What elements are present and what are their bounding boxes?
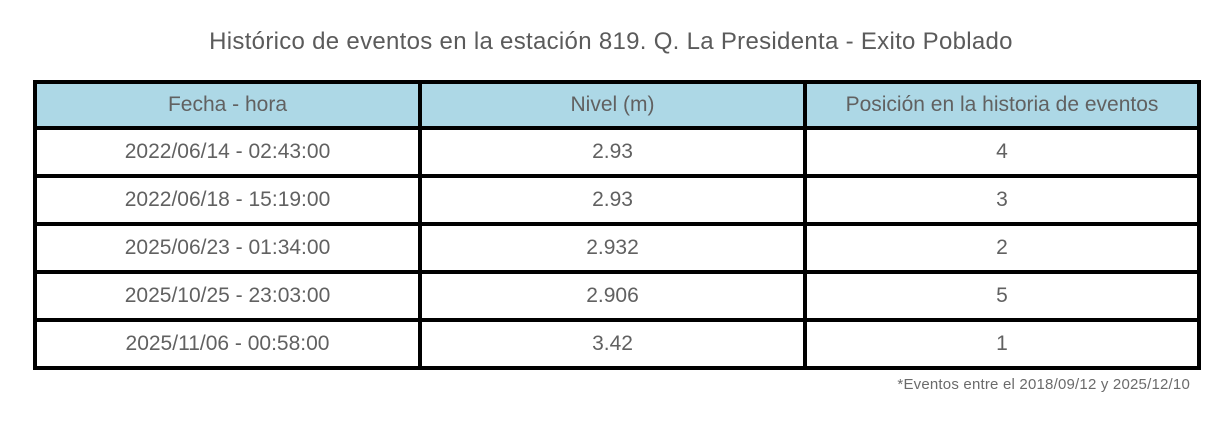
table-cell: 2 [803,222,1201,274]
table-cell: 5 [803,270,1201,322]
table-cell: 3.42 [418,318,807,370]
table-cell: 2.932 [418,222,807,274]
table-row: 2025/10/25 - 23:03:00 2.906 5 [33,270,1201,322]
table-cell: 4 [803,126,1201,178]
table-row: 2022/06/18 - 15:19:00 2.93 3 [33,174,1201,226]
table-body: 2022/06/14 - 02:43:00 2.93 4 2022/06/18 - 1… [33,126,1201,370]
table-cell: 1 [803,318,1201,370]
events-range-footnote: *Eventos entre el 2018/09/12 y 2025/12/1… [897,376,1190,393]
table-cell: 2.93 [418,126,807,178]
events-table: Fecha - hora Nivel (m) Posición en la hist… [33,80,1201,370]
table-cell: 2.906 [418,270,807,322]
table-cell: 2025/11/06 - 00:58:00 [33,318,422,370]
column-header: Posición en la historia de eventos [803,80,1201,130]
table-cell: 2022/06/14 - 02:43:00 [33,126,422,178]
table-cell: 3 [803,174,1201,226]
column-header: Nivel (m) [418,80,807,130]
table-cell: 2022/06/18 - 15:19:00 [33,174,422,226]
table-cell: 2.93 [418,174,807,226]
table-row: 2025/06/23 - 01:34:00 2.932 2 [33,222,1201,274]
header-row: Fecha - hora Nivel (m) Posición en la hist… [33,80,1201,130]
page-title: Histórico de eventos en la estación 819.… [209,28,1013,55]
table-header: Fecha - hora Nivel (m) Posición en la hist… [33,80,1201,130]
table-row: 2025/11/06 - 00:58:00 3.42 1 [33,318,1201,370]
table-cell: 2025/10/25 - 23:03:00 [33,270,422,322]
table-cell: 2025/06/23 - 01:34:00 [33,222,422,274]
table-row: 2022/06/14 - 02:43:00 2.93 4 [33,126,1201,178]
column-header: Fecha - hora [33,80,422,130]
